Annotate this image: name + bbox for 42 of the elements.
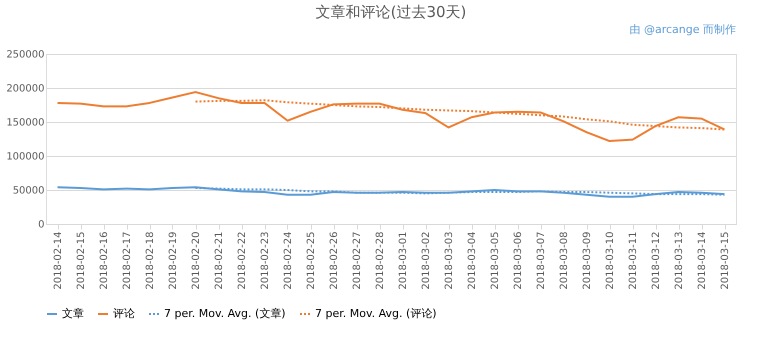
x-tick-label: 2018-03-02 [421, 232, 432, 290]
x-tick-label: 2018-02-28 [375, 232, 386, 290]
x-tick-label: 2018-02-14 [53, 232, 64, 290]
x-tick-label: 2018-02-24 [283, 232, 294, 290]
legend-label: 7 per. Mov. Avg. (评论) [315, 307, 437, 320]
x-tick-label: 2018-03-10 [605, 232, 616, 290]
x-tick-label: 2018-03-11 [628, 232, 639, 290]
x-tick-label: 2018-03-12 [651, 232, 662, 290]
x-tick-label: 2018-02-20 [191, 232, 202, 290]
x-tick-label: 2018-02-26 [329, 232, 340, 290]
chart-title: 文章和评论(过去30天) [316, 3, 466, 21]
legend-label: 7 per. Mov. Avg. (文章) [164, 307, 286, 320]
x-tick-label: 2018-03-01 [398, 232, 409, 290]
x-tick-label: 2018-02-15 [76, 232, 87, 290]
y-tick-label: 0 [38, 220, 44, 230]
x-tick-label: 2018-02-27 [352, 232, 363, 290]
x-tick-label: 2018-02-17 [122, 232, 133, 290]
x-tick-label: 2018-02-18 [145, 232, 156, 290]
x-tick-label: 2018-03-05 [490, 232, 501, 290]
x-tick-label: 2018-03-13 [674, 232, 685, 290]
y-tick-label: 100000 [6, 152, 44, 162]
x-tick-label: 2018-03-15 [720, 232, 731, 290]
x-tick-label: 2018-02-19 [168, 232, 179, 290]
x-tick-label: 2018-02-22 [237, 232, 248, 290]
x-tick-label: 2018-03-06 [513, 232, 524, 290]
x-tick-label: 2018-03-14 [697, 232, 708, 290]
legend-label: 评论 [113, 307, 135, 320]
x-tick-label: 2018-02-25 [306, 232, 317, 290]
x-tick-label: 2018-03-08 [559, 232, 570, 290]
x-tick-label: 2018-03-09 [582, 232, 593, 290]
x-tick-label: 2018-03-07 [536, 232, 547, 290]
text: 由 @arcange 而制作 [629, 23, 736, 36]
legend-label: 文章 [62, 307, 84, 320]
x-tick-label: 2018-03-03 [444, 232, 455, 290]
y-tick-label: 150000 [6, 118, 44, 128]
x-tick-label: 2018-03-04 [467, 232, 478, 290]
x-tick-label: 2018-02-21 [214, 232, 225, 290]
x-tick-label: 2018-02-23 [260, 232, 271, 290]
x-tick-label: 2018-02-16 [99, 232, 110, 290]
y-tick-label: 200000 [6, 84, 44, 94]
y-tick-label: 250000 [6, 50, 44, 60]
y-tick-label: 50000 [12, 186, 44, 196]
